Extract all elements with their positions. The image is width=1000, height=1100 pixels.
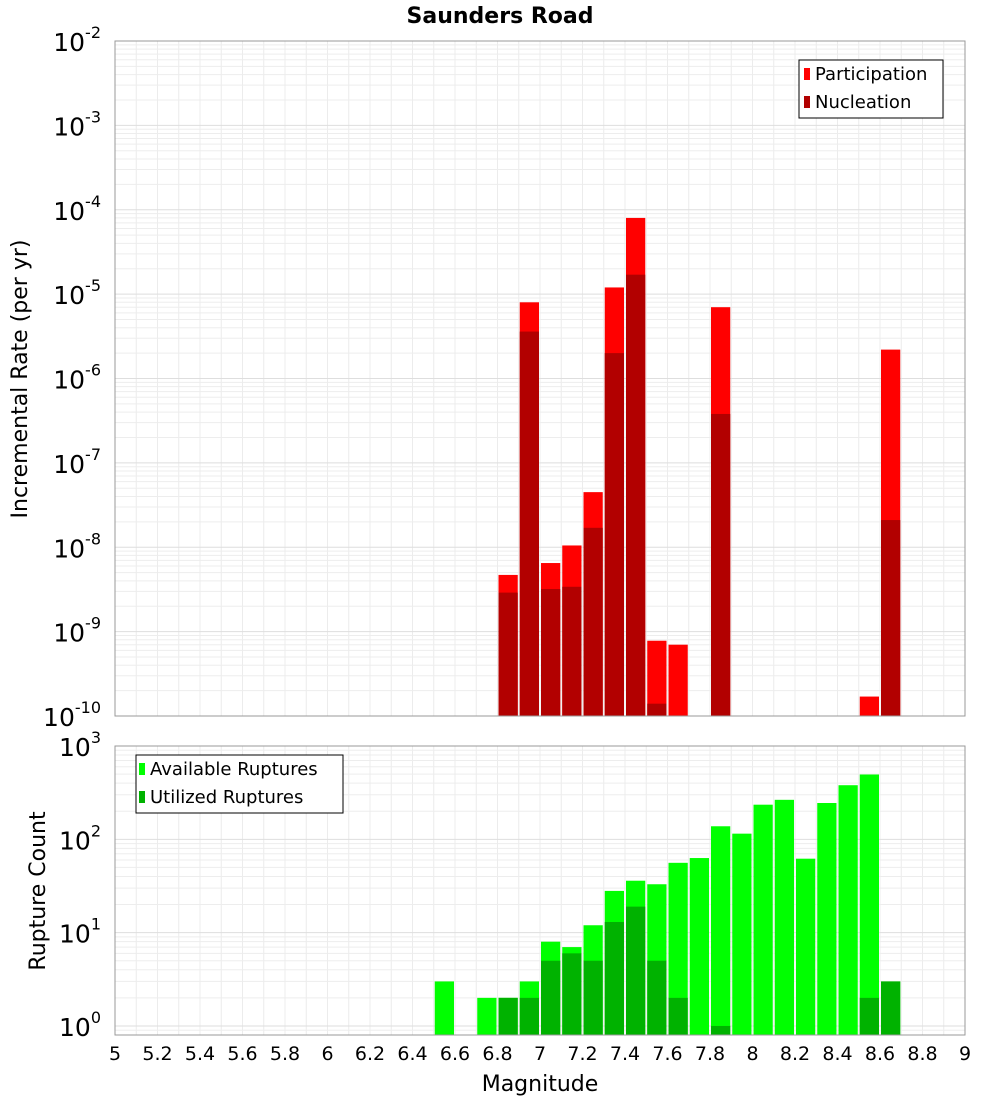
bar: [711, 1025, 731, 1035]
x-tick-label: 7.6: [652, 1043, 682, 1065]
bar: [604, 353, 624, 716]
y-tick-label: 100: [59, 1008, 101, 1042]
x-tick-label: 8: [746, 1043, 758, 1065]
chart-title: Saunders Road: [407, 4, 594, 29]
series-1: [498, 274, 901, 716]
legend: Participation Nucleation: [798, 59, 944, 119]
legend-swatch: [804, 96, 810, 108]
y-tick-label: 10-2: [53, 23, 101, 57]
bar: [859, 997, 879, 1035]
grid: [114, 41, 966, 717]
bar: [626, 274, 646, 716]
y-tick-label: 10-5: [53, 276, 101, 310]
bar: [562, 586, 582, 716]
bar: [796, 858, 816, 1035]
bar: [477, 997, 497, 1035]
bar: [668, 997, 688, 1035]
x-tick-label: 6.8: [482, 1043, 512, 1065]
bar: [711, 413, 731, 716]
bar: [881, 520, 901, 716]
bar: [626, 906, 646, 1035]
magnitude-xlabel: Magnitude: [482, 1072, 599, 1097]
bar: [583, 960, 603, 1035]
bar: [668, 644, 688, 716]
x-tick-label: 6.6: [440, 1043, 470, 1065]
y-tick-label: 103: [59, 728, 101, 762]
x-tick-label: 6.2: [355, 1043, 385, 1065]
y-tick-label: 101: [59, 915, 101, 949]
x-tick-label: 5.6: [227, 1043, 257, 1065]
bar: [519, 331, 539, 716]
bar: [838, 785, 858, 1035]
legend-label: Nucleation: [815, 92, 911, 113]
legend-box: [135, 754, 344, 814]
bar: [541, 589, 561, 716]
x-tick-label: 8.8: [907, 1043, 937, 1065]
bar: [541, 960, 561, 1035]
x-tick-label: 7.4: [610, 1043, 640, 1065]
plot-frame: [114, 40, 966, 717]
y-tick-label: 10-10: [43, 698, 101, 732]
y-tick-label: 10-4: [53, 192, 101, 226]
legend-label: Available Ruptures: [150, 759, 318, 780]
plot-frame: [114, 745, 966, 1036]
bar: [859, 774, 879, 1035]
legend-swatch: [804, 68, 810, 80]
bar: [498, 592, 518, 716]
x-tick-label: 5: [109, 1043, 121, 1065]
x-tick-label: 9: [959, 1043, 971, 1065]
legend-swatch: [139, 763, 145, 775]
x-tick-label: 8.6: [865, 1043, 895, 1065]
bar: [604, 922, 624, 1035]
bar: [711, 826, 731, 1035]
y-tick-label: 10-6: [53, 361, 101, 395]
bar: [774, 799, 794, 1035]
bar: [817, 803, 837, 1035]
legend-label: Participation: [815, 64, 927, 85]
bar: [519, 997, 539, 1035]
bar: [732, 833, 752, 1035]
x-tick-label: 7.2: [567, 1043, 597, 1065]
legend-box: [798, 59, 944, 119]
bar: [668, 862, 688, 1035]
bar: [647, 703, 667, 716]
legend-swatch: [139, 791, 145, 803]
bar: [647, 640, 667, 716]
legend: Available Ruptures Utilized Ruptures: [135, 754, 344, 814]
y-tick-label: 102: [59, 821, 101, 855]
x-tick-label: 5.4: [185, 1043, 215, 1065]
x-tick-label: 6: [321, 1043, 333, 1065]
bar: [689, 858, 709, 1035]
x-tick-label: 6.4: [397, 1043, 427, 1065]
y-tick-label: 10-7: [53, 445, 101, 479]
rupture-count-ylabel: Rupture Count: [26, 811, 51, 971]
bar: [562, 953, 582, 1035]
incremental-rate-panel: 10-10 10-9 10-8 10-7 10-6 10-5 10-4 10-3 10-2 Par…: [43, 23, 966, 732]
bar: [881, 981, 901, 1035]
x-tick-label: 5.2: [142, 1043, 172, 1065]
bar: [859, 696, 879, 716]
x-tick-label: 7.8: [695, 1043, 725, 1065]
series-1: [498, 906, 901, 1035]
y-tick-label: 10-8: [53, 529, 101, 563]
bar: [434, 981, 454, 1035]
y-tick-label: 10-3: [53, 107, 101, 141]
y-tick-label: 10-9: [53, 614, 101, 648]
bar: [498, 997, 518, 1035]
legend-label: Utilized Ruptures: [150, 787, 303, 808]
bar: [753, 804, 773, 1035]
x-tick-label: 8.2: [780, 1043, 810, 1065]
x-tick-label: 8.4: [822, 1043, 852, 1065]
x-tick-label: 7: [534, 1043, 546, 1065]
bar: [583, 527, 603, 716]
x-tick-label: 5.8: [270, 1043, 300, 1065]
bar: [647, 960, 667, 1035]
incremental-rate-ylabel: Incremental Rate (per yr): [8, 240, 33, 519]
